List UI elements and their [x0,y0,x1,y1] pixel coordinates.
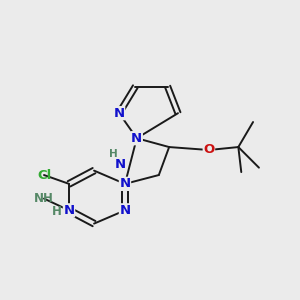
Text: H: H [52,205,62,218]
Text: N: N [113,107,124,120]
Text: N: N [119,177,130,190]
Text: N: N [115,158,126,171]
Text: Cl: Cl [37,169,51,182]
Text: O: O [203,143,214,157]
Text: N: N [119,204,130,217]
Text: N: N [64,204,75,217]
Text: H: H [109,149,118,159]
Text: NH: NH [34,192,54,205]
Text: N: N [131,132,142,145]
